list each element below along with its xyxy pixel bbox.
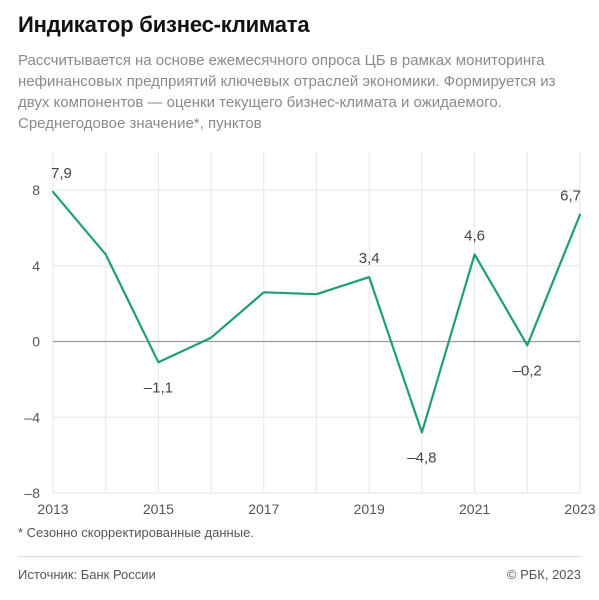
data-label: –1,1 bbox=[144, 379, 173, 396]
y-tick-label: 0 bbox=[32, 334, 40, 350]
y-tick-label: –4 bbox=[24, 409, 40, 425]
copyright-note: © РБК, 2023 bbox=[506, 567, 581, 582]
y-tick-label: 4 bbox=[32, 258, 40, 274]
data-label: –4,8 bbox=[407, 449, 436, 466]
footnote: * Сезонно скорректированные данные. bbox=[18, 525, 254, 540]
data-label: 3,4 bbox=[359, 250, 380, 267]
x-tick-label: 2013 bbox=[37, 501, 68, 517]
footer-divider bbox=[18, 556, 581, 557]
chart-title: Индикатор бизнес-климата bbox=[18, 12, 310, 37]
data-label: 4,6 bbox=[464, 227, 485, 244]
series-line bbox=[51, 190, 582, 434]
x-tick-label: 2023 bbox=[564, 501, 595, 517]
x-tick-label: 2021 bbox=[459, 501, 490, 517]
y-tick-label: –8 bbox=[24, 485, 40, 501]
source-note: Источник: Банк России bbox=[18, 567, 156, 582]
x-tick-label: 2015 bbox=[143, 501, 174, 517]
data-label: 7,9 bbox=[51, 165, 72, 182]
y-tick-label: 8 bbox=[32, 182, 40, 198]
x-tick-label: 2019 bbox=[354, 501, 385, 517]
chart-subtitle: Рассчитывается на основе ежемесячного оп… bbox=[18, 52, 556, 132]
data-label: –0,2 bbox=[513, 362, 542, 379]
data-label: 6,7 bbox=[560, 188, 581, 205]
x-tick-label: 2017 bbox=[248, 501, 279, 517]
